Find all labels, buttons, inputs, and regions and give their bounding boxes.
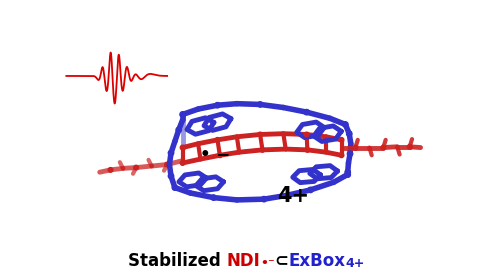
Text: Stabilized: Stabilized	[128, 252, 226, 270]
Circle shape	[339, 137, 344, 142]
Circle shape	[211, 195, 216, 200]
Text: 4+: 4+	[277, 186, 309, 206]
Circle shape	[381, 145, 386, 150]
Text: • −: • −	[200, 146, 230, 164]
Text: 4+: 4+	[345, 257, 364, 270]
Circle shape	[339, 153, 344, 158]
Circle shape	[345, 172, 350, 177]
Circle shape	[134, 165, 138, 170]
Text: ⊂: ⊂	[274, 252, 288, 270]
Circle shape	[348, 151, 352, 157]
Circle shape	[304, 109, 310, 115]
Text: ExBox: ExBox	[288, 252, 345, 270]
Circle shape	[342, 122, 348, 127]
Circle shape	[172, 185, 178, 190]
Circle shape	[304, 132, 309, 137]
Circle shape	[168, 173, 173, 179]
Text: ⁻: ⁻	[268, 257, 274, 270]
Circle shape	[165, 162, 170, 167]
Circle shape	[308, 187, 313, 193]
Circle shape	[353, 145, 358, 150]
Circle shape	[260, 148, 265, 152]
Circle shape	[218, 153, 222, 158]
Circle shape	[180, 145, 185, 150]
Circle shape	[180, 161, 185, 165]
Circle shape	[168, 150, 173, 156]
Circle shape	[215, 137, 220, 142]
Circle shape	[262, 197, 266, 202]
Circle shape	[108, 167, 113, 172]
Circle shape	[346, 131, 352, 136]
Circle shape	[180, 112, 186, 117]
Circle shape	[408, 144, 412, 149]
Circle shape	[258, 102, 263, 107]
Circle shape	[345, 169, 350, 175]
Circle shape	[258, 132, 262, 137]
Text: NDI: NDI	[226, 252, 260, 270]
Circle shape	[215, 102, 220, 108]
Circle shape	[176, 127, 182, 132]
Circle shape	[305, 148, 310, 152]
Text: •: •	[260, 257, 268, 270]
